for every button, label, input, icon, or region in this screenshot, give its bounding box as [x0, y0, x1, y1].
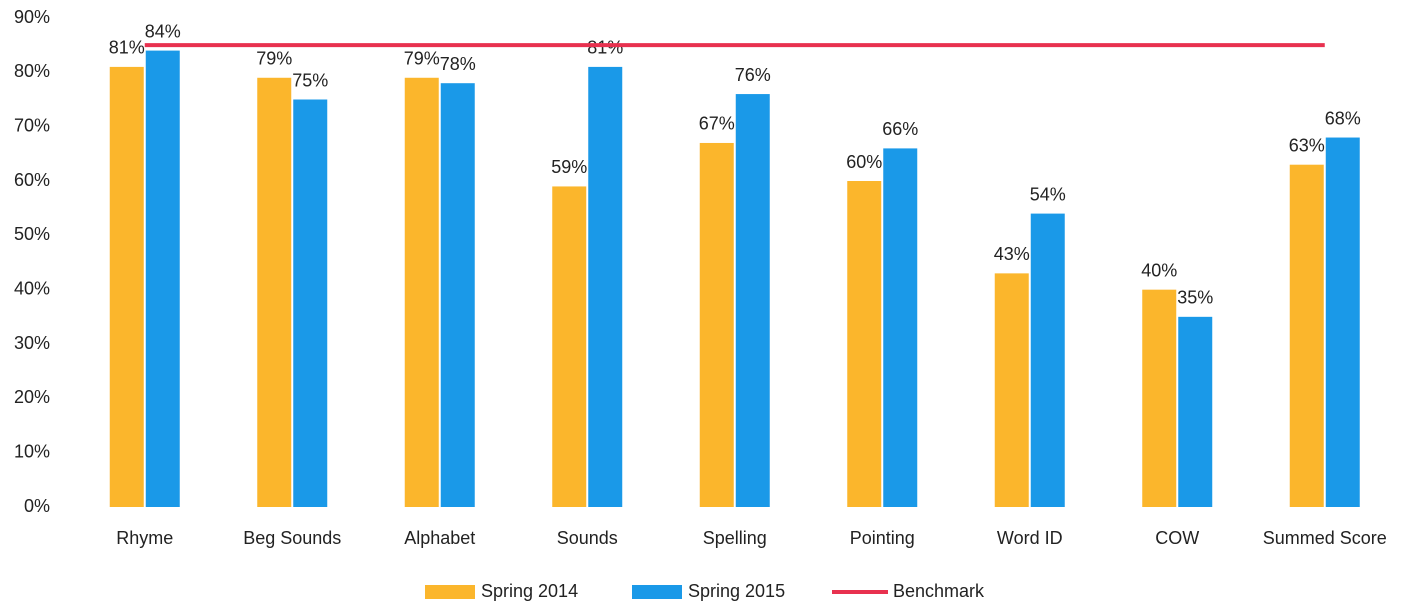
data-label: 84% [145, 21, 181, 41]
legend-label: Spring 2015 [688, 581, 785, 601]
data-label: 43% [994, 244, 1030, 264]
data-label: 79% [256, 49, 292, 69]
bar [440, 83, 475, 507]
data-label: 54% [1030, 184, 1066, 204]
data-label: 68% [1325, 108, 1361, 128]
bar [1178, 316, 1213, 507]
y-tick-label: 90% [14, 7, 50, 27]
bar [1289, 164, 1324, 507]
bar [588, 66, 623, 508]
data-label: 35% [1177, 288, 1213, 308]
data-label: 81% [587, 38, 623, 58]
y-tick-label: 0% [24, 496, 50, 516]
bar [735, 94, 770, 508]
bar [109, 66, 144, 508]
bar [847, 181, 882, 507]
x-tick-label: Alphabet [404, 528, 475, 548]
bar [552, 186, 587, 507]
data-label: 75% [292, 70, 328, 90]
bar [1325, 137, 1360, 508]
bar [145, 50, 180, 507]
legend-swatch [425, 585, 475, 599]
data-label: 40% [1141, 260, 1177, 280]
data-label: 63% [1289, 135, 1325, 155]
data-label: 66% [882, 119, 918, 139]
y-tick-label: 20% [14, 387, 50, 407]
data-label: 59% [551, 157, 587, 177]
bar [883, 148, 918, 507]
legend-swatch [632, 585, 682, 599]
bar [1030, 213, 1065, 507]
bar [404, 77, 439, 508]
data-label: 67% [699, 114, 735, 134]
bar [293, 99, 328, 507]
y-tick-label: 70% [14, 115, 50, 135]
x-tick-label: Spelling [703, 528, 767, 548]
data-label: 79% [404, 49, 440, 69]
y-tick-label: 60% [14, 170, 50, 190]
bar [1142, 289, 1177, 507]
y-tick-label: 30% [14, 333, 50, 353]
x-tick-label: Summed Score [1263, 528, 1387, 548]
legend-label: Benchmark [893, 581, 985, 601]
data-label: 78% [440, 54, 476, 74]
x-tick-label: Sounds [557, 528, 618, 548]
y-tick-label: 40% [14, 278, 50, 298]
data-label: 76% [735, 65, 771, 85]
data-label: 60% [846, 152, 882, 172]
x-tick-label: Rhyme [116, 528, 173, 548]
x-tick-label: Word ID [997, 528, 1063, 548]
data-label: 81% [109, 38, 145, 58]
bar [257, 77, 292, 508]
bar [699, 142, 734, 507]
x-tick-label: Beg Sounds [243, 528, 341, 548]
y-tick-label: 50% [14, 224, 50, 244]
y-tick-label: 80% [14, 61, 50, 81]
y-tick-label: 10% [14, 441, 50, 461]
x-tick-label: Pointing [850, 528, 915, 548]
legend-label: Spring 2014 [481, 581, 578, 601]
bar [994, 273, 1029, 507]
x-tick-label: COW [1155, 528, 1199, 548]
